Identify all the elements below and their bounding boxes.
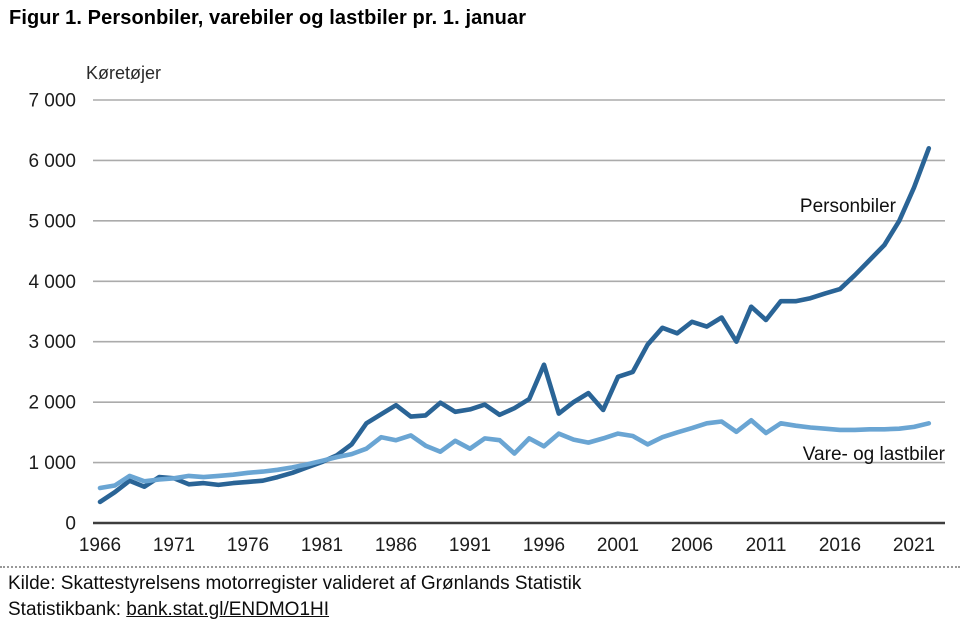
figure-title: Figur 1. Personbiler, varebiler og lastb…	[9, 7, 527, 29]
y-tick-label: 3 000	[28, 332, 76, 353]
x-tick-label: 2021	[893, 535, 935, 556]
y-tick-label: 2 000	[28, 393, 76, 414]
x-axis-tick-labels: 1966 1971 1976 1981 1986 1991 1996 2001 2006 2011…	[79, 535, 935, 556]
y-tick-label: 1 000	[28, 453, 76, 474]
x-tick-label: 1971	[153, 535, 195, 556]
y-tick-label: 6 000	[28, 151, 76, 172]
x-tick-label: 2006	[671, 535, 713, 556]
x-tick-label: 1986	[375, 535, 417, 556]
statbank-prefix: Statistikbank:	[8, 599, 127, 620]
x-tick-label: 2011	[746, 535, 787, 556]
vare-og-lastbiler-series-label: Vare- og lastbiler	[803, 444, 946, 465]
statbank-line: Statistikbank: bank.stat.gl/ENDMO1HI	[8, 597, 581, 623]
series-lines	[97, 146, 932, 505]
gridlines	[93, 99, 945, 525]
x-tick-label: 1966	[79, 535, 121, 556]
personbiler-series-label: Personbiler	[800, 196, 897, 217]
x-tick-label: 2001	[597, 535, 639, 556]
x-tick-label: 1981	[301, 535, 343, 556]
statbank-link[interactable]: bank.stat.gl/ENDMO1HI	[126, 599, 330, 620]
vare-og-lastbiler-line	[97, 417, 932, 491]
x-tick-label: 2016	[819, 535, 861, 556]
y-tick-label: 7 000	[28, 91, 76, 112]
separator-dotted-line	[0, 566, 960, 568]
y-axis-title: Køretøjer	[86, 63, 161, 83]
x-tick-label: 1996	[523, 535, 565, 556]
y-tick-label: 0	[65, 514, 76, 535]
x-tick-label: 1976	[227, 535, 269, 556]
source-text: Kilde: Skattestyrelsens motorregister va…	[8, 573, 582, 594]
personbiler-line	[97, 146, 932, 505]
y-tick-label: 4 000	[28, 272, 76, 293]
y-axis-tick-labels: 0 1 000 2 000 3 000 4 000 5 000 6 000 7 000	[28, 91, 76, 535]
y-tick-label: 5 000	[28, 211, 76, 232]
footer: Kilde: Skattestyrelsens motorregister va…	[8, 571, 581, 623]
x-tick-label: 1991	[449, 535, 491, 556]
